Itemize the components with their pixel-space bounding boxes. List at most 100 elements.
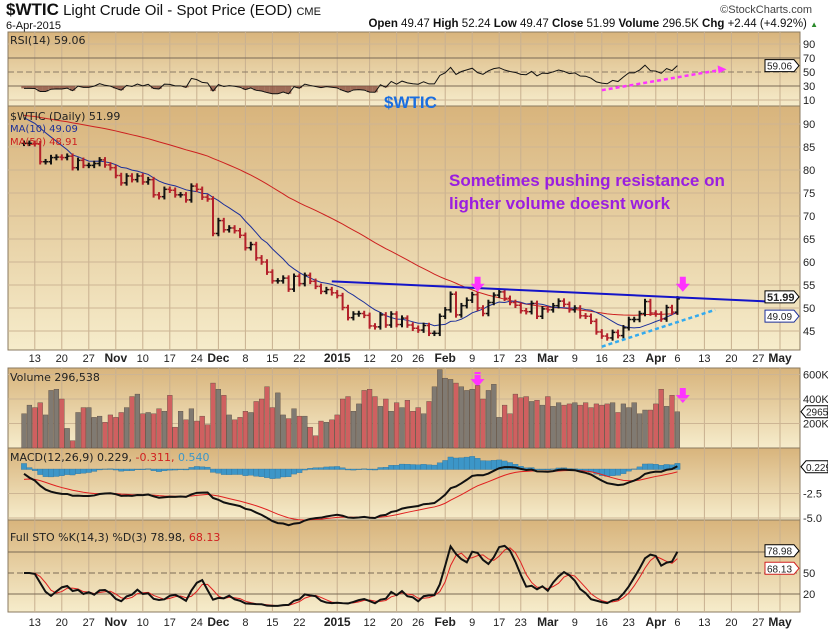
- macd-histogram-bar: [485, 460, 492, 470]
- macd-histogram-bar: [350, 468, 357, 471]
- x-tick-label: 16: [596, 353, 608, 365]
- close-label: Close: [551, 18, 584, 30]
- macd-histogram-bar: [226, 468, 233, 475]
- price-axis-label: 55: [803, 280, 815, 292]
- x-tick-label: Feb: [435, 351, 456, 365]
- volume-bar: [458, 386, 465, 449]
- macd-histogram-bar: [48, 468, 54, 478]
- x-tick-label: 16: [596, 617, 608, 629]
- macd-histogram-bar: [177, 468, 184, 470]
- volume-bar: [226, 414, 232, 449]
- macd-histogram-bar: [172, 468, 179, 471]
- volume-bar: [183, 419, 189, 449]
- macd-histogram-bar: [377, 467, 384, 470]
- x-tick-label: 12: [363, 617, 375, 629]
- x-tick-label: 20: [390, 353, 402, 365]
- macd-histogram-bar: [37, 468, 44, 475]
- down-arrow-icon: [470, 276, 485, 292]
- sto-legend: Full STO %K(14,3) %D(3) 78.98, 68.13: [10, 531, 220, 544]
- price-axis-label: 60: [803, 257, 815, 269]
- x-tick-label: 17: [164, 617, 176, 629]
- volume-bar: [431, 386, 438, 449]
- high-label: High: [433, 18, 459, 30]
- x-tick-label: 9: [469, 617, 475, 629]
- macd-histogram-bar: [129, 468, 135, 471]
- volume-bar: [286, 418, 292, 449]
- x-tick-label: 24: [191, 353, 203, 365]
- macd-histogram-bar: [658, 465, 665, 470]
- macd-histogram-bar: [247, 468, 254, 476]
- x-tick-label: 8: [242, 353, 248, 365]
- macd-histogram-bar: [647, 463, 654, 470]
- x-tick-label: 27: [83, 617, 95, 629]
- volume-bar: [107, 414, 114, 449]
- macd-histogram-bar: [447, 456, 454, 470]
- volume-bar: [172, 426, 178, 449]
- macd-histogram-bar: [301, 468, 308, 471]
- sto-axis-label: 20: [803, 589, 815, 601]
- volume-bar: [59, 398, 65, 449]
- high-value: 52.24: [461, 18, 491, 30]
- volume-bar: [593, 403, 600, 449]
- macd-histogram-bar: [372, 468, 378, 471]
- macd-histogram-bar: [156, 468, 162, 472]
- volume-label: Volume: [618, 18, 660, 30]
- macd-histogram-bar: [237, 468, 243, 475]
- macd-histogram-bar: [307, 468, 314, 470]
- x-tick-label: 27: [83, 353, 95, 365]
- x-tick-label: 27: [752, 353, 764, 365]
- volume-bar: [113, 417, 119, 449]
- volume-bar: [21, 413, 27, 449]
- x-tick-label: 23: [515, 353, 527, 365]
- volume-last-label: 29653: [806, 408, 828, 419]
- note-line-1: Sometimes pushing resistance on: [449, 171, 725, 190]
- volume-bar: [394, 402, 400, 449]
- volume-bar: [43, 414, 49, 449]
- x-tick-label: 24: [191, 617, 203, 629]
- volume-bar: [599, 404, 605, 449]
- macd-histogram-bar: [550, 468, 557, 470]
- price-panel: [7, 105, 801, 351]
- price-legend: $WTIC (Daily) 51.99: [10, 110, 121, 123]
- volume-bar: [307, 426, 313, 449]
- macd-axis-label: -2.5: [803, 489, 822, 501]
- x-tick-label: 23: [623, 353, 635, 365]
- volume-bar: [161, 411, 168, 449]
- macd-histogram-bar: [220, 468, 227, 475]
- rsi-line: [24, 64, 678, 95]
- macd-histogram-bar: [474, 458, 481, 470]
- volume-bar: [475, 385, 481, 449]
- macd-histogram-bar: [631, 468, 638, 470]
- volume-bar: [502, 404, 508, 449]
- volume-bar: [242, 411, 249, 449]
- x-tick-label: 26: [412, 353, 424, 365]
- volume-value: 296.5K: [662, 18, 699, 30]
- volume-bar: [383, 398, 389, 449]
- volume-bar: [664, 406, 670, 449]
- volume-bar: [264, 386, 270, 449]
- volume-bar: [350, 411, 357, 449]
- macd-histogram-bar: [258, 468, 265, 477]
- sto-d-last-tag: [764, 561, 800, 575]
- volume-bar: [253, 401, 259, 449]
- macd-histogram-bar: [42, 468, 49, 477]
- copyright: ©StockCharts.com: [720, 4, 812, 16]
- macd-histogram-bar: [431, 464, 438, 470]
- volume-bar: [545, 396, 551, 449]
- macd-histogram-bar: [280, 468, 287, 478]
- sto-k-last-label: 78.98: [767, 547, 792, 558]
- ohlc-summary: Open 49.47 High 52.24 Low 49.47 Close 51…: [368, 18, 818, 31]
- ma10-legend: MA(10) 49.09: [10, 124, 78, 135]
- macd-histogram-bar: [507, 462, 513, 470]
- macd-histogram-bar: [334, 466, 341, 470]
- rsi-axis-label: 70: [803, 53, 815, 65]
- resistance-trendline: [331, 280, 781, 304]
- macd-histogram-bar: [361, 468, 368, 470]
- down-arrow-icon: [675, 388, 690, 403]
- arrowhead-icon: [717, 65, 727, 74]
- macd-histogram-bar: [21, 463, 27, 470]
- x-tick-label: 15: [266, 617, 278, 629]
- low-value: 49.47: [519, 18, 549, 30]
- macd-histogram-bar: [253, 468, 260, 477]
- macd-histogram-bar: [26, 467, 33, 470]
